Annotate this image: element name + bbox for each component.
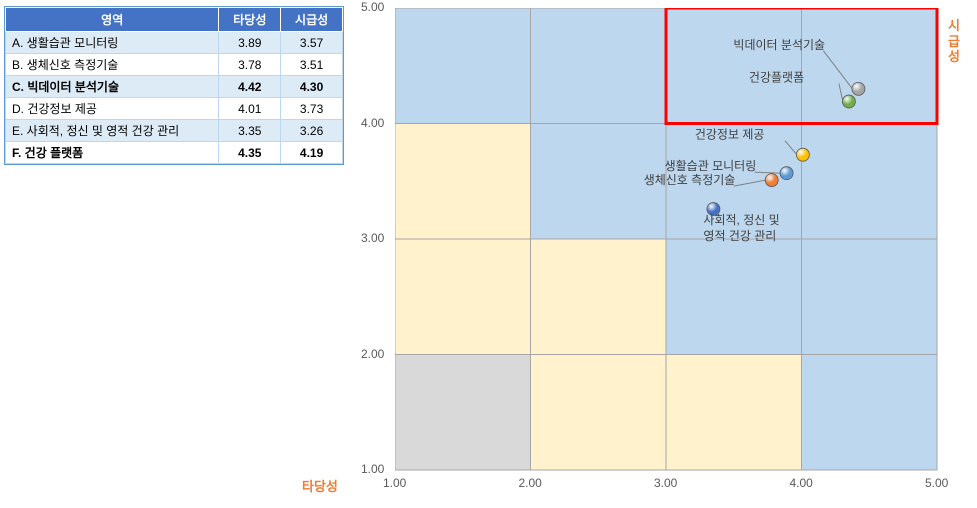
y-tick-label: 1.00 — [361, 462, 384, 476]
col-header-x: 타당성 — [219, 8, 281, 32]
table-cell-x: 4.35 — [219, 142, 281, 164]
x-axis-title: 타당성 — [302, 476, 338, 495]
x-tick-label: 4.00 — [790, 476, 813, 490]
y-tick-label: 4.00 — [361, 116, 384, 130]
svg-text:빅데이터 분석기술: 빅데이터 분석기술 — [733, 38, 825, 52]
table-cell-y: 3.26 — [281, 120, 343, 142]
table-row-label: F. 건강 플랫폼 — [6, 142, 219, 164]
table-row-label: A. 생활습관 모니터링 — [6, 32, 219, 54]
table-row-label: C. 빅데이터 분석기술 — [6, 76, 219, 98]
svg-text:생활습관 모니터링: 생활습관 모니터링 — [665, 159, 757, 173]
table-row-label: B. 생체신호 측정기술 — [6, 54, 219, 76]
table-cell-x: 3.78 — [219, 54, 281, 76]
table-cell-x: 3.89 — [219, 32, 281, 54]
svg-text:건강플랫폼: 건강플랫폼 — [749, 71, 804, 85]
y-tick-label: 5.00 — [361, 0, 384, 14]
table-cell-y: 4.19 — [281, 142, 343, 164]
table-cell-y: 4.30 — [281, 76, 343, 98]
x-tick-label: 3.00 — [654, 476, 677, 490]
x-tick-label: 1.00 — [383, 476, 406, 490]
x-tick-label: 2.00 — [519, 476, 542, 490]
x-tick-label: 5.00 — [925, 476, 948, 490]
table-row-label: E. 사회적, 정신 및 영적 건강 관리 — [6, 120, 219, 142]
table-row-label: D. 건강정보 제공 — [6, 98, 219, 120]
svg-text:사회적, 정신 및: 사회적, 정신 및 — [703, 213, 779, 227]
scatter-chart: 생활습관 모니터링생체신호 측정기술 빅데이터 분석기술건강정보 제공사회적, 정… — [395, 8, 939, 472]
svg-text:생체신호 측정기술: 생체신호 측정기술 — [644, 173, 736, 187]
col-header-y: 시급성 — [281, 8, 343, 32]
table-cell-y: 3.57 — [281, 32, 343, 54]
table-cell-x: 4.01 — [219, 98, 281, 120]
svg-text:영적 건강 관리: 영적 건강 관리 — [703, 229, 776, 243]
table-cell-y: 3.51 — [281, 54, 343, 76]
table-cell-y: 3.73 — [281, 98, 343, 120]
y-tick-label: 3.00 — [361, 231, 384, 245]
table-cell-x: 4.42 — [219, 76, 281, 98]
table-cell-x: 3.35 — [219, 120, 281, 142]
svg-text:건강정보 제공: 건강정보 제공 — [695, 128, 765, 142]
col-header-area: 영역 — [6, 8, 219, 32]
y-axis-title: 시급성 — [948, 18, 960, 65]
data-table: 영역 타당성 시급성 A. 생활습관 모니터링3.893.57 B. 생체신호 측… — [4, 6, 344, 165]
y-tick-label: 2.00 — [361, 347, 384, 361]
